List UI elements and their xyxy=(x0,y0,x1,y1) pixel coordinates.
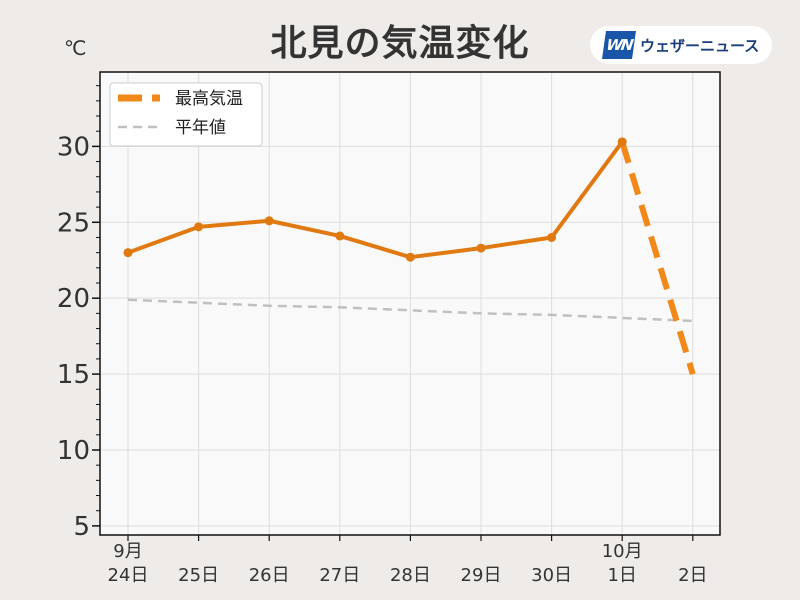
chart-title: 北見の気温変化 xyxy=(270,23,530,64)
data-point-max-temp xyxy=(617,137,627,147)
axes: 9月 24日 25日 26日 27日 28日 29日 30日 10月 1日 2日 5 10 15 20 25 3… xyxy=(57,85,708,586)
legend-label-normal: 平年値 xyxy=(175,118,226,138)
data-point-max-temp xyxy=(405,252,415,262)
y-tick-label: 15 xyxy=(57,360,90,390)
y-tick-label: 20 xyxy=(57,284,90,314)
y-unit-label: ℃ xyxy=(64,36,87,60)
series-line-max-temp xyxy=(127,140,624,260)
y-tick-label: 10 xyxy=(57,436,90,466)
y-tick-label: 25 xyxy=(57,208,90,238)
x-tick-label-day: 25日 xyxy=(178,565,219,586)
x-tick-label-day: 24日 xyxy=(108,565,149,586)
y-tick-label: 30 xyxy=(57,132,90,162)
plot-frame xyxy=(99,71,721,536)
x-tick-label-month: 9月 xyxy=(113,541,142,562)
legend-label-max-temp: 最高気温 xyxy=(175,89,243,109)
data-point-max-temp xyxy=(194,222,204,232)
brand-name: ウェザーニュース xyxy=(640,36,760,55)
legend: 最高気温 平年値 xyxy=(109,82,263,147)
series-line-normal xyxy=(127,298,693,323)
brand-badge: WN ウェザーニュース xyxy=(590,26,772,64)
data-point-max-temp xyxy=(335,231,345,241)
x-tick-label-day: 27日 xyxy=(319,565,360,586)
x-tick-label-month: 10月 xyxy=(602,541,643,562)
data-point-max-temp xyxy=(476,243,486,253)
x-tick-label-day: 1日 xyxy=(607,565,636,586)
legend-box xyxy=(109,82,263,147)
data-point-max-temp xyxy=(547,232,557,242)
series-layer xyxy=(123,137,696,375)
x-tick-label-day: 30日 xyxy=(531,565,572,586)
grid-lines xyxy=(100,72,720,535)
series-line-max-temp-forecast xyxy=(619,140,696,375)
x-tick-label-day: 29日 xyxy=(461,565,502,586)
y-tick-label: 5 xyxy=(73,512,90,542)
x-tick-label-day: 2日 xyxy=(678,565,707,586)
data-point-max-temp xyxy=(264,216,274,226)
x-tick-label-day: 28日 xyxy=(390,565,431,586)
x-tick-label-day: 26日 xyxy=(249,565,290,586)
data-point-max-temp xyxy=(123,248,133,258)
